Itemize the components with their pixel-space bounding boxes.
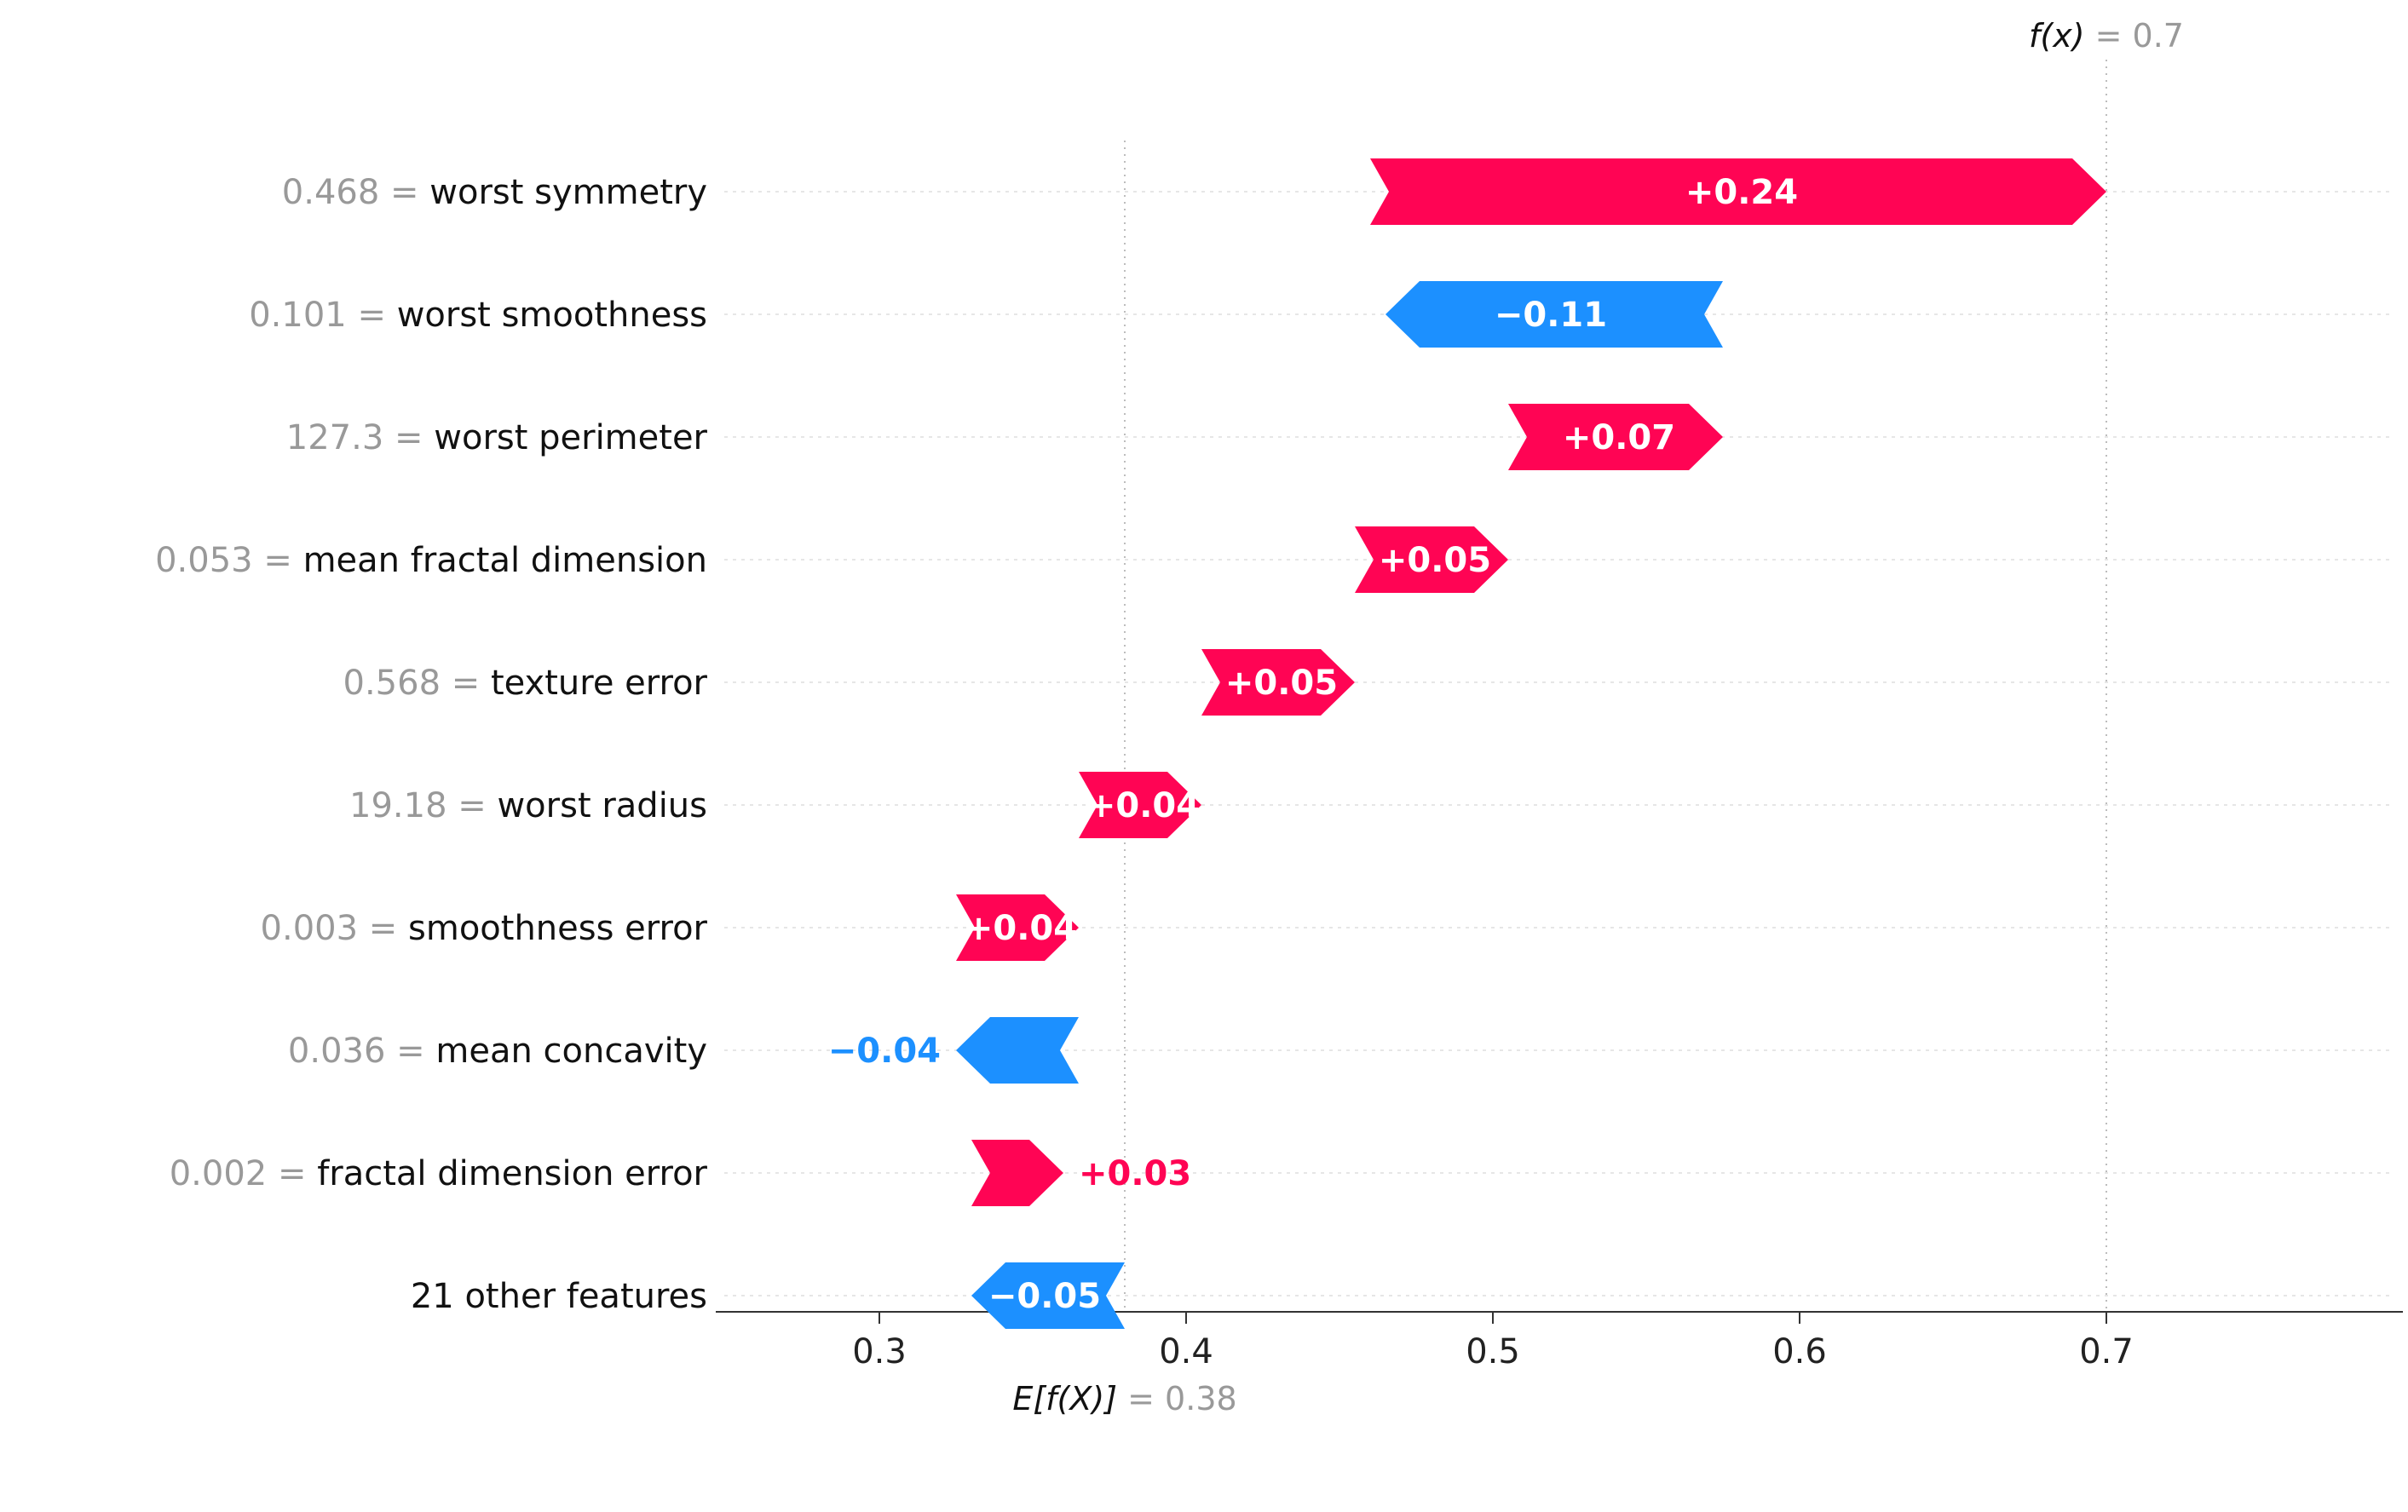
- feature-value: 0.468: [282, 173, 380, 212]
- arrow-value-label: +0.04: [965, 909, 1077, 948]
- x-tick-label: 0.4: [1159, 1332, 1213, 1371]
- arrow-value-label: +0.03: [1079, 1154, 1191, 1193]
- feature-label: 0.568 = texture error: [343, 664, 708, 703]
- x-tick-label: 0.7: [2079, 1332, 2134, 1371]
- feature-name: texture error: [491, 664, 708, 703]
- feature-label: 19.18 = worst radius: [349, 786, 707, 825]
- base-value-annotation: E[f(X)] = 0.38: [1012, 1380, 1236, 1417]
- arrow-value-label: +0.04: [1087, 786, 1200, 825]
- x-tick-label: 0.6: [1772, 1332, 1827, 1371]
- x-tick-label: 0.5: [1466, 1332, 1520, 1371]
- feature-value: 19.18: [349, 786, 447, 825]
- feature-value: 0.036: [288, 1032, 386, 1071]
- feature-name: fractal dimension error: [317, 1154, 707, 1193]
- shap-waterfall-chart: 0.3 0.4 0.5 0.6 0.7 E[f(X)] = 0.38 f(x) = 0.7 0…: [0, 0, 2408, 1512]
- arrow-value-label: +0.05: [1379, 541, 1491, 580]
- feature-label: 0.003 = smoothness error: [261, 909, 708, 948]
- feature-label: 21 other features: [411, 1277, 707, 1316]
- arrow-value-label: +0.24: [1685, 173, 1798, 212]
- feature-name: mean concavity: [435, 1032, 707, 1071]
- feature-value: 0.568: [343, 664, 441, 703]
- x-tick-label: 0.3: [852, 1332, 907, 1371]
- feature-label: 127.3 = worst perimeter: [286, 418, 708, 457]
- feature-value: 127.3: [286, 418, 384, 457]
- feature-name: worst perimeter: [434, 418, 707, 457]
- feature-name: worst symmetry: [429, 173, 707, 212]
- arrow-value-label: −0.04: [828, 1032, 941, 1071]
- feature-label: 0.053 = mean fractal dimension: [155, 541, 707, 580]
- feature-name: worst radius: [497, 786, 707, 825]
- feature-name: worst smoothness: [397, 296, 707, 335]
- svg-text:f(x) = 0.7: f(x) = 0.7: [2029, 17, 2184, 55]
- arrow-value-label: −0.11: [1495, 296, 1607, 335]
- feature-label: 0.002 = fractal dimension error: [170, 1154, 708, 1193]
- feature-label: 0.101 = worst smoothness: [249, 296, 707, 335]
- chart-svg: 0.3 0.4 0.5 0.6 0.7 E[f(X)] = 0.38 f(x) = 0.7 0…: [0, 0, 2408, 1512]
- arrow-value-label: −0.05: [988, 1277, 1101, 1316]
- svg-text:E[f(X)] = 0.38: E[f(X)] = 0.38: [1012, 1380, 1236, 1417]
- feature-label: 0.036 = mean concavity: [288, 1032, 707, 1071]
- feature-value: 0.002: [170, 1154, 268, 1193]
- feature-value: 0.101: [249, 296, 347, 335]
- feature-name: smoothness error: [408, 909, 708, 948]
- feature-value: 0.003: [261, 909, 359, 948]
- feature-name: mean fractal dimension: [303, 541, 707, 580]
- feature-name: 21 other features: [411, 1277, 707, 1316]
- arrow-value-label: +0.05: [1225, 664, 1338, 703]
- arrow-value-label: +0.07: [1563, 418, 1675, 457]
- feature-value: 0.053: [155, 541, 253, 580]
- fx-value-annotation: f(x) = 0.7: [2029, 17, 2184, 55]
- feature-label: 0.468 = worst symmetry: [282, 173, 707, 212]
- chart-bg: [0, 0, 2408, 1512]
